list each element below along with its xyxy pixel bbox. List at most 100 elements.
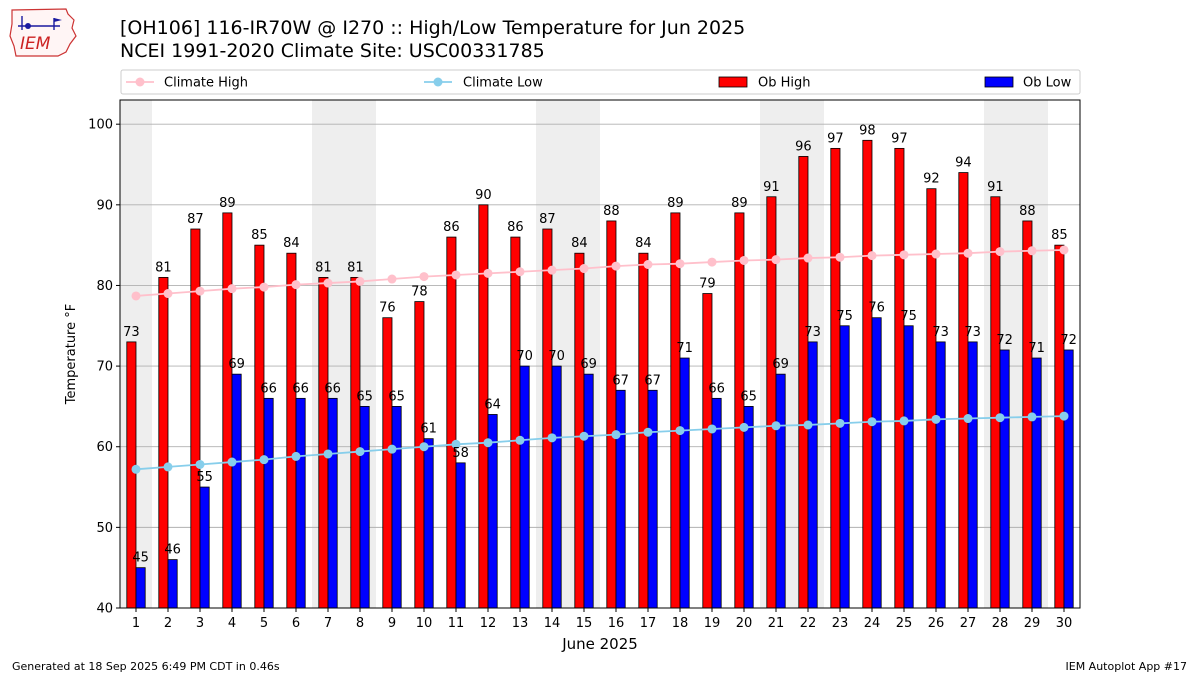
ob-high-label-16: 88 (603, 204, 620, 219)
x-tick-label-24: 24 (864, 616, 881, 631)
ob-low-bar-18 (679, 357, 690, 609)
ob-low-bar-28 (999, 349, 1010, 609)
climate-high-point-14 (547, 265, 557, 275)
climate-low-point-6 (291, 451, 301, 461)
ob-high-label-30: 85 (1051, 228, 1068, 243)
ob-low-bar-11 (455, 462, 466, 609)
ob-high-bar-20 (734, 212, 745, 609)
climate-low-point-15 (579, 431, 589, 441)
y-axis-label: Temperature °F (64, 304, 79, 405)
y-tick-label-60: 60 (96, 440, 113, 455)
legend-label-climate-low: Climate Low (463, 76, 543, 91)
ob-low-label-26: 73 (932, 325, 949, 340)
ob-high-label-1: 73 (123, 325, 140, 340)
ob-high-bar-10 (414, 301, 425, 609)
ob-high-bar-2 (158, 276, 169, 609)
x-tick-label-18: 18 (672, 616, 689, 631)
ob-low-label-15: 69 (580, 357, 597, 372)
climate-high-point-1 (131, 291, 141, 301)
x-tick-label-2: 2 (164, 616, 172, 631)
climate-high-point-20 (739, 255, 749, 265)
x-tick-label-26: 26 (928, 616, 945, 631)
legend: Climate High Climate Low Ob High Ob Low (120, 69, 1081, 95)
ob-low-label-22: 73 (804, 325, 821, 340)
climate-high-point-30 (1059, 245, 1069, 255)
ob-low-label-25: 75 (900, 309, 917, 324)
climate-low-point-22 (803, 420, 813, 430)
legend-label-ob-high: Ob High (758, 76, 811, 91)
climate-high-point-16 (611, 261, 621, 271)
climate-low-point-12 (483, 438, 493, 448)
climate-high-point-6 (291, 280, 301, 290)
ob-high-label-23: 97 (827, 131, 844, 146)
ob-low-label-7: 66 (324, 381, 341, 396)
ob-low-label-30: 72 (1060, 333, 1077, 348)
climate-low-point-23 (835, 418, 845, 428)
x-tick-label-30: 30 (1056, 616, 1073, 631)
x-tick-label-15: 15 (576, 616, 593, 631)
ob-low-bar-17 (647, 389, 658, 609)
ob-high-bar-27 (958, 172, 969, 609)
x-tick-label-5: 5 (260, 616, 268, 631)
bars (126, 139, 1074, 609)
climate-low-point-17 (643, 427, 653, 437)
ob-low-label-4: 69 (228, 357, 245, 372)
ob-low-bar-29 (1031, 357, 1042, 609)
ob-low-bar-23 (839, 325, 850, 609)
ob-high-label-27: 94 (955, 156, 972, 171)
climate-low-point-14 (547, 433, 557, 443)
ob-high-bar-14 (542, 228, 553, 609)
ob-high-bar-4 (222, 212, 233, 609)
climate-high-point-5 (259, 282, 269, 292)
ob-high-label-22: 96 (795, 139, 812, 154)
climate-high-point-23 (835, 252, 845, 262)
ob-low-label-2: 46 (164, 543, 181, 558)
ob-high-label-7: 81 (315, 260, 332, 275)
ob-low-label-17: 67 (644, 373, 661, 388)
ob-high-bar-3 (190, 228, 201, 609)
ob-low-bar-5 (263, 397, 274, 609)
climate-high-point-21 (771, 255, 781, 265)
ob-low-label-13: 70 (516, 349, 533, 364)
climate-low-point-11 (451, 439, 461, 449)
ob-high-label-8: 81 (347, 260, 364, 275)
ob-high-label-29: 88 (1019, 204, 1036, 219)
x-tick-label-27: 27 (960, 616, 977, 631)
x-tick-label-3: 3 (196, 616, 204, 631)
ob-high-label-28: 91 (987, 180, 1004, 195)
legend-label-ob-low: Ob Low (1023, 76, 1072, 91)
y-tick-label-80: 80 (96, 279, 113, 294)
climate-high-point-19 (707, 257, 717, 267)
ob-low-bar-15 (583, 373, 594, 609)
x-tick-label-28: 28 (992, 616, 1009, 631)
climate-high-point-26 (931, 249, 941, 259)
ob-low-bar-30 (1063, 349, 1074, 609)
chart-subtitle: NCEI 1991-2020 Climate Site: USC00331785 (120, 40, 545, 62)
ob-low-bar-2 (167, 559, 178, 609)
climate-low-point-21 (771, 421, 781, 431)
y-tick-label-70: 70 (96, 360, 113, 375)
ob-low-label-8: 65 (356, 389, 373, 404)
ob-low-label-23: 75 (836, 309, 853, 324)
climate-low-point-10 (419, 442, 429, 452)
x-tick-label-10: 10 (416, 616, 433, 631)
climate-low-point-16 (611, 430, 621, 440)
ob-low-label-27: 73 (964, 325, 981, 340)
ob-low-label-3: 55 (196, 470, 213, 485)
climate-high-point-28 (995, 247, 1005, 257)
ob-low-bar-7 (327, 397, 338, 609)
ob-low-label-19: 66 (708, 381, 725, 396)
climate-high-point-29 (1027, 246, 1037, 256)
x-tick-label-4: 4 (228, 616, 236, 631)
climate-high-point-9 (387, 274, 397, 284)
ob-high-bar-23 (830, 147, 841, 609)
ob-high-bar-9 (382, 317, 393, 609)
ob-high-label-10: 78 (411, 285, 428, 300)
climate-low-point-27 (963, 414, 973, 424)
ob-high-label-9: 76 (379, 301, 396, 316)
climate-high-point-22 (803, 253, 813, 263)
ob-high-label-25: 97 (891, 131, 908, 146)
ob-high-bar-28 (990, 196, 1001, 609)
ob-low-bar-10 (423, 438, 434, 609)
ob-low-bar-1 (135, 567, 146, 609)
